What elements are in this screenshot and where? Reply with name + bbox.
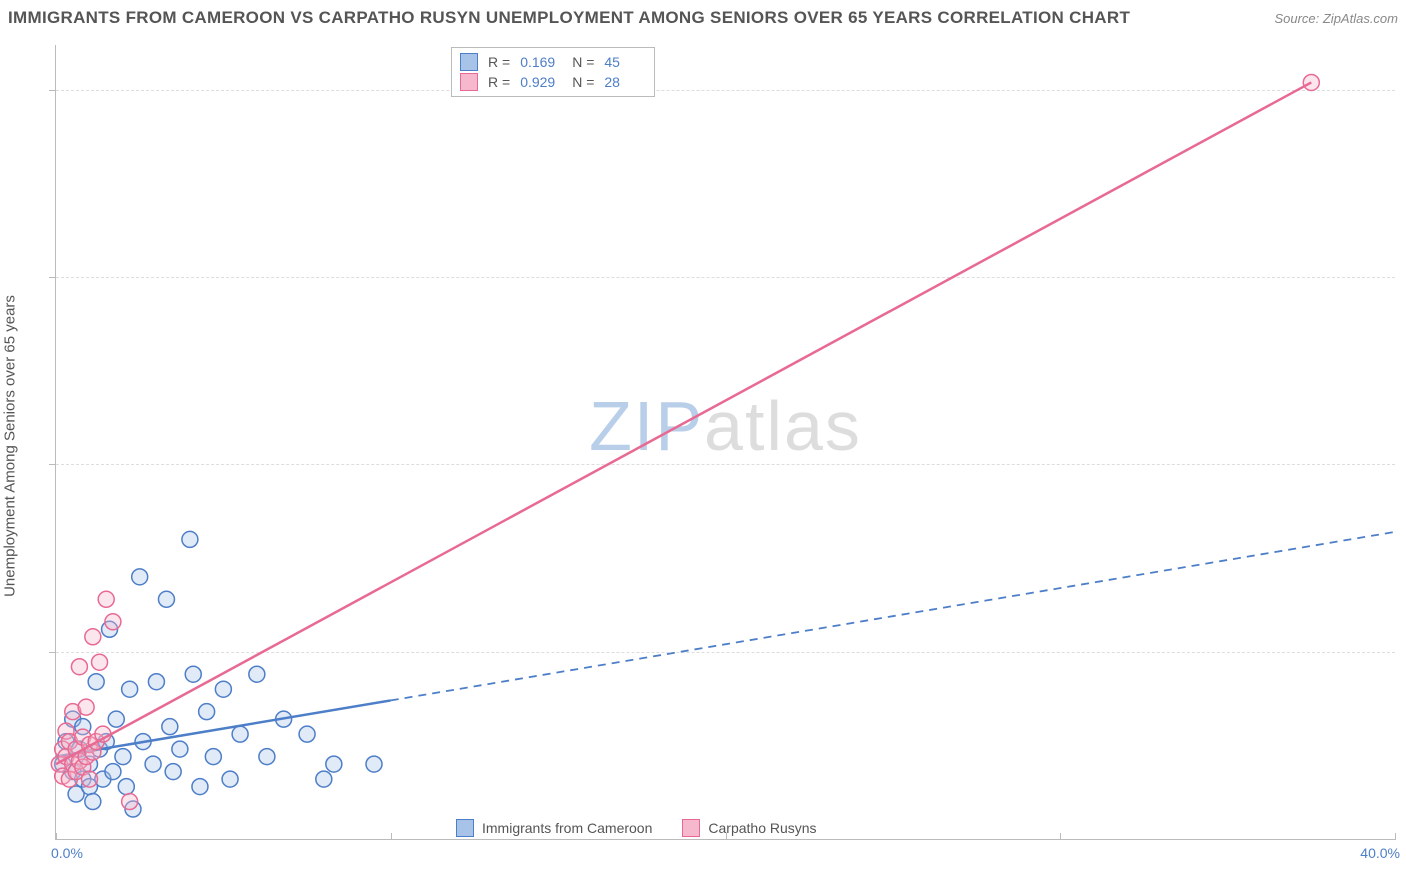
n-value: 45 <box>604 52 646 72</box>
data-point <box>81 771 97 787</box>
legend-swatch <box>682 819 700 837</box>
data-point <box>132 569 148 585</box>
data-point <box>215 681 231 697</box>
data-point <box>162 719 178 735</box>
legend-item: Immigrants from Cameroon <box>456 819 652 837</box>
source-value: ZipAtlas.com <box>1323 11 1398 26</box>
data-point <box>232 726 248 742</box>
y-tick <box>49 277 56 278</box>
r-label: R = <box>488 72 510 92</box>
x-tick <box>1060 833 1061 840</box>
stats-legend: R = 0.169 N = 45 R = 0.929 N = 28 <box>451 47 655 97</box>
data-point <box>205 749 221 765</box>
stats-legend-row: R = 0.929 N = 28 <box>460 72 646 92</box>
data-point <box>299 726 315 742</box>
data-point <box>85 629 101 645</box>
x-tick <box>391 833 392 840</box>
legend-swatch <box>460 53 478 71</box>
data-point <box>78 699 94 715</box>
data-point <box>158 591 174 607</box>
y-tick <box>49 464 56 465</box>
data-point <box>259 749 275 765</box>
y-axis-title: Unemployment Among Seniors over 65 years <box>2 295 19 597</box>
chart-title: IMMIGRANTS FROM CAMEROON VS CARPATHO RUS… <box>8 8 1130 28</box>
stats-legend-row: R = 0.169 N = 45 <box>460 52 646 72</box>
y-tick-label: 50.0% <box>1400 82 1406 98</box>
legend-swatch <box>456 819 474 837</box>
source-label: Source: <box>1274 11 1322 26</box>
n-label: N = <box>572 72 594 92</box>
data-point <box>98 591 114 607</box>
data-point <box>122 681 138 697</box>
x-tick <box>56 833 57 840</box>
plot-area: ZIPatlas R =0.169N =45R =0.929N =28 Immi… <box>55 45 1395 840</box>
data-point <box>366 756 382 772</box>
source: Source: ZipAtlas.com <box>1274 10 1398 28</box>
legend-label: Immigrants from Cameroon <box>482 820 652 836</box>
data-point <box>88 674 104 690</box>
data-point <box>108 711 124 727</box>
y-tick <box>49 90 56 91</box>
chart-svg <box>56 45 1395 839</box>
r-value: 0.929 <box>520 72 562 92</box>
data-point <box>148 674 164 690</box>
data-point <box>105 614 121 630</box>
data-point <box>71 659 87 675</box>
y-tick-label: 12.5% <box>1400 644 1406 660</box>
data-point <box>85 794 101 810</box>
data-point <box>115 749 131 765</box>
data-point <box>105 764 121 780</box>
data-point <box>172 741 188 757</box>
data-point <box>249 666 265 682</box>
y-tick-label: 37.5% <box>1400 269 1406 285</box>
regression-line-solid <box>56 82 1311 764</box>
data-point <box>182 531 198 547</box>
data-point <box>185 666 201 682</box>
y-tick <box>49 652 56 653</box>
regression-line-dashed <box>391 532 1395 701</box>
data-point <box>145 756 161 772</box>
data-point <box>92 654 108 670</box>
r-value: 0.169 <box>520 52 562 72</box>
data-point <box>165 764 181 780</box>
data-point <box>316 771 332 787</box>
x-tick-label-min: 0.0% <box>51 845 83 861</box>
x-tick <box>726 833 727 840</box>
data-point <box>122 794 138 810</box>
x-tick <box>1395 833 1396 840</box>
legend-swatch <box>460 73 478 91</box>
data-point <box>222 771 238 787</box>
n-value: 28 <box>604 72 646 92</box>
legend-item: Carpatho Rusyns <box>682 819 816 837</box>
data-point <box>199 704 215 720</box>
r-label: R = <box>488 52 510 72</box>
y-tick-label: 25.0% <box>1400 456 1406 472</box>
x-tick-label-max: 40.0% <box>1360 845 1400 861</box>
data-point <box>192 779 208 795</box>
data-point <box>326 756 342 772</box>
data-point <box>118 779 134 795</box>
n-label: N = <box>572 52 594 72</box>
series-legend: Immigrants from Cameroon Carpatho Rusyns <box>456 819 817 837</box>
